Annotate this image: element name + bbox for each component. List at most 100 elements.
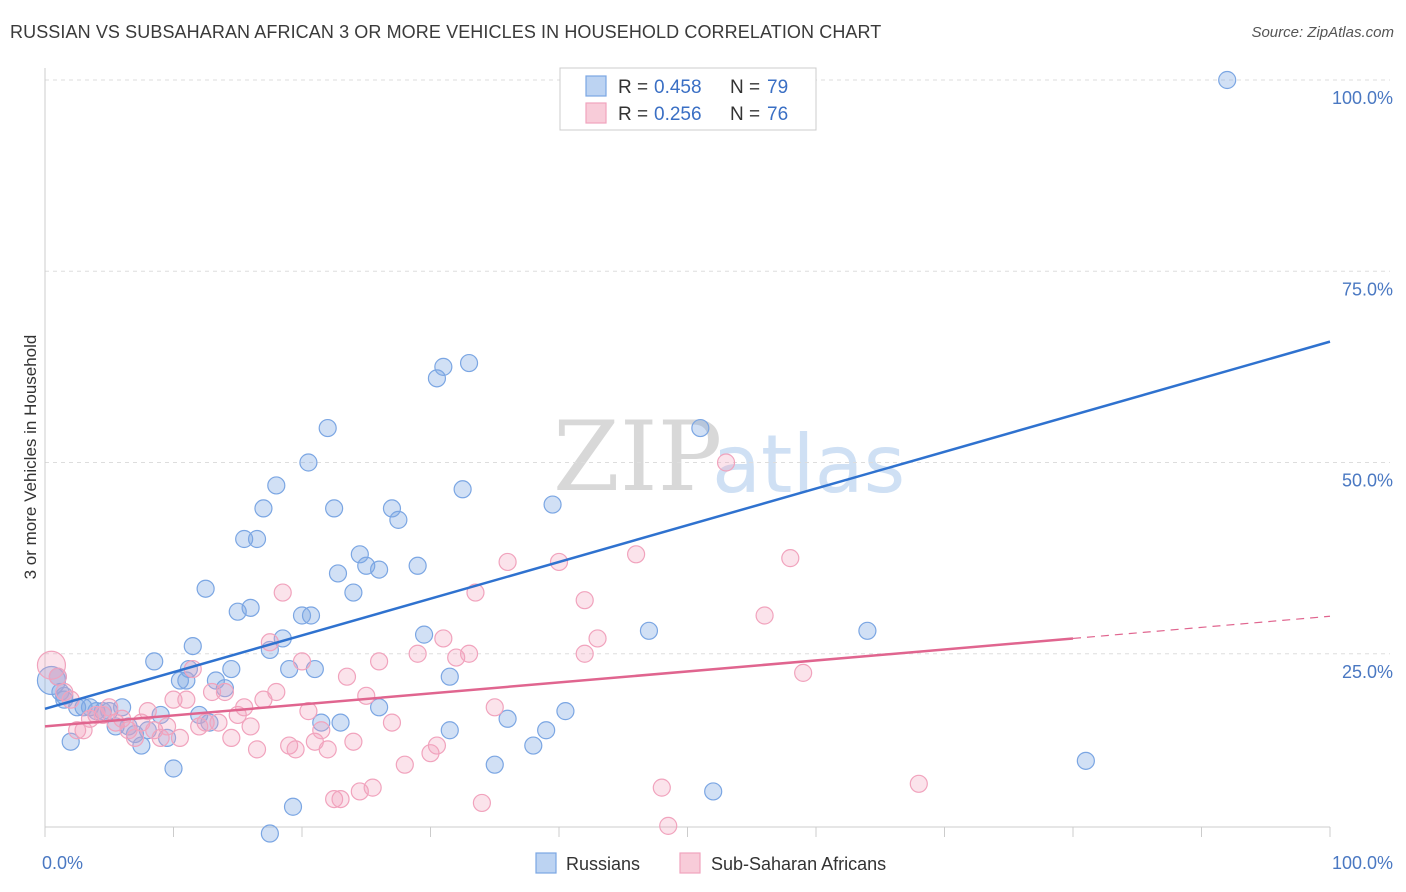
subsaharan-point [626,545,646,564]
russians-point [453,480,472,499]
russians-point [434,357,453,376]
subsaharan-point [222,728,241,748]
russians-point [164,759,183,778]
subsaharan-point [588,629,607,648]
subsaharan-point [196,713,215,732]
russians-point [408,556,427,575]
russians-point [524,736,543,755]
subsaharan-point [68,721,87,740]
subsaharan-point [247,740,267,759]
series-subsaharan-points [36,453,928,835]
russians-point [498,709,517,728]
subsaharan-point [36,650,67,680]
russians-point [312,713,331,732]
russians-point [1218,70,1237,90]
russians-point [350,545,369,564]
russians-point [318,418,337,438]
russians-point [382,499,402,518]
subsaharan-point [235,698,254,717]
subsaharan-trend-line [44,637,1074,728]
russians-point [1076,751,1095,770]
subsaharan-point [177,690,196,709]
subsaharan-point [209,713,228,732]
subsaharan-point [382,713,402,732]
russians-point [328,564,348,583]
russians-point [254,499,273,518]
russians-point [177,671,196,690]
subsaharan-point [659,816,678,835]
subsaharan-point [202,682,222,702]
legend-swatch-subsaharan [585,102,607,124]
subsaharan-point [318,740,337,759]
subsaharan-point [215,682,234,702]
russians-point [440,667,459,686]
legend-r-label-1: R = [618,77,648,98]
subsaharan-point [100,698,119,717]
subsaharan-point [716,453,736,472]
russians-point [247,529,267,549]
subsaharan-point [909,774,928,793]
subsaharan-point [370,652,389,671]
subsaharan-point [325,789,344,809]
subsaharan-point [794,663,813,682]
subsaharan-point [575,644,594,663]
subsaharan-point [157,717,177,736]
russians-point [556,702,575,721]
legend-r-value-1: 0.458 [654,77,702,98]
bottom-legend: Russians Sub-Saharan Africans [535,852,886,874]
russians-point [858,621,877,640]
russians-point [639,621,659,640]
legend-r-label-2: R = [618,104,648,125]
russians-point [222,659,241,679]
bottom-legend-subsaharan: Sub-Saharan Africans [711,854,886,874]
y-tick-labels: 25.0% 50.0% 75.0% 100.0% [1332,88,1393,682]
legend-n-label-2: N = [730,104,760,125]
subsaharan-point [164,690,183,709]
russians-point [440,721,459,740]
legend-r-value-2: 0.256 [654,104,702,125]
top-legend: R = 0.458 N = 79 R = 0.256 N = 76 [559,67,817,131]
y-tick-label: 75.0% [1342,279,1393,299]
russians-point [331,713,350,732]
russians-point [537,721,556,740]
subsaharan-point [459,644,479,663]
russians-point [543,495,562,514]
subsaharan-point [395,755,414,774]
russians-point [235,529,254,549]
russians-point [459,353,479,373]
russians-point [267,476,286,495]
bottom-legend-swatch-subsaharan [679,852,701,874]
subsaharan-point [170,728,190,748]
subsaharan-point [292,652,312,671]
subsaharan-point [344,732,363,751]
subsaharan-point [299,702,318,721]
russians-point [389,510,408,529]
russians-point [145,652,164,671]
subsaharan-point [74,721,93,740]
subsaharan-point [408,644,427,663]
chart-title: RUSSIAN VS SUBSAHARAN AFRICAN 3 OR MORE … [10,22,882,42]
subsaharan-point [363,778,382,797]
russians-point [370,560,389,579]
legend-swatch-russians [585,75,607,97]
subsaharan-point [151,728,170,748]
subsaharan-point [331,789,350,809]
russians-point [691,418,710,438]
subsaharan-point [781,549,800,568]
subsaharan-point [575,591,594,610]
legend-n-value-2: 76 [767,104,788,125]
legend-n-label-1: N = [730,77,760,98]
subsaharan-point [357,686,376,705]
russians-point [260,824,279,843]
subsaharan-point [286,740,305,759]
subsaharan-point [138,702,157,721]
subsaharan-trend-extension [1072,615,1331,640]
russians-point [414,625,434,644]
russians-point [196,579,215,598]
x-tick-label-min: 0.0% [42,853,83,873]
russians-point [485,755,504,774]
y-tick-label: 100.0% [1332,88,1393,108]
watermark-zip: ZIP [553,401,722,513]
y-tick-label: 50.0% [1342,471,1393,491]
bottom-legend-swatch-russians [535,852,557,874]
